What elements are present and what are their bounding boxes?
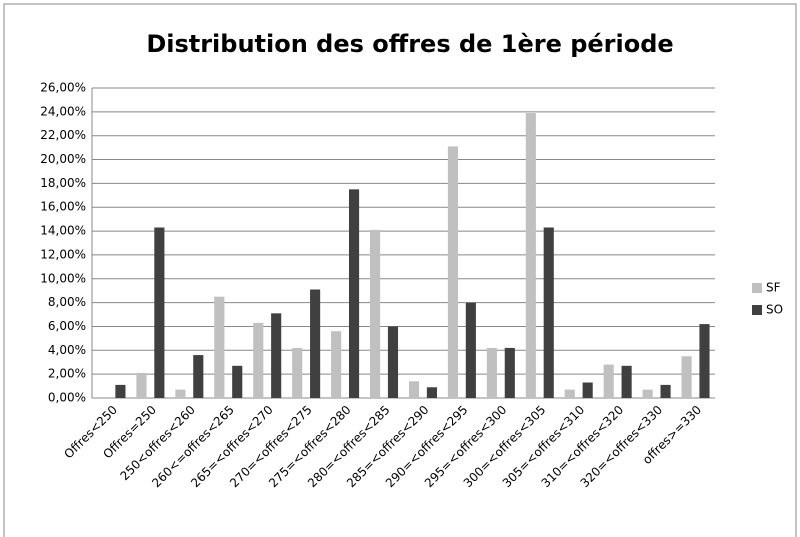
bar [504,347,515,398]
bar [465,302,476,398]
bar [154,227,165,398]
y-tick-label: 22,00% [40,128,86,142]
legend-swatch [752,283,762,293]
bar [426,387,437,398]
y-tick-label: 4,00% [48,343,86,357]
bar [525,113,536,399]
bar [681,356,692,398]
bar [136,372,147,398]
bar [310,289,321,398]
y-tick-label: 16,00% [40,200,86,214]
bar [543,227,554,398]
bar [486,347,497,398]
bar [582,382,593,398]
bar [253,322,264,398]
y-tick-label: 2,00% [48,367,86,381]
bar [292,347,303,398]
chart-border [3,3,797,537]
y-tick-label: 10,00% [40,271,86,285]
y-tick-label: 26,00% [40,81,86,95]
bar [660,384,671,398]
y-tick-label: 18,00% [40,176,86,190]
bar [564,389,575,398]
bar [115,384,126,398]
y-tick-label: 8,00% [48,295,86,309]
bar [175,389,186,398]
bar [447,146,459,398]
bar [348,189,360,398]
bar [370,229,381,398]
y-tick-label: 12,00% [40,247,86,261]
bar [271,313,282,398]
legend-label: SF [766,281,781,295]
legend-swatch [752,305,762,315]
bar [331,331,342,398]
bar [621,365,632,398]
y-tick-label: 0,00% [48,391,86,405]
y-tick-label: 6,00% [48,319,86,333]
chart-title: Distribution des offres de 1ère période [146,30,673,58]
bar [214,296,225,398]
bar [642,389,653,398]
y-tick-label: 14,00% [40,224,86,238]
y-tick-label: 24,00% [40,104,86,118]
bar [387,326,399,398]
bar [232,365,243,398]
bar [408,381,420,398]
bar [193,355,204,398]
bar [699,324,710,398]
legend-label: SO [766,303,783,317]
bar [603,364,614,398]
y-tick-label: 20,00% [40,152,86,166]
